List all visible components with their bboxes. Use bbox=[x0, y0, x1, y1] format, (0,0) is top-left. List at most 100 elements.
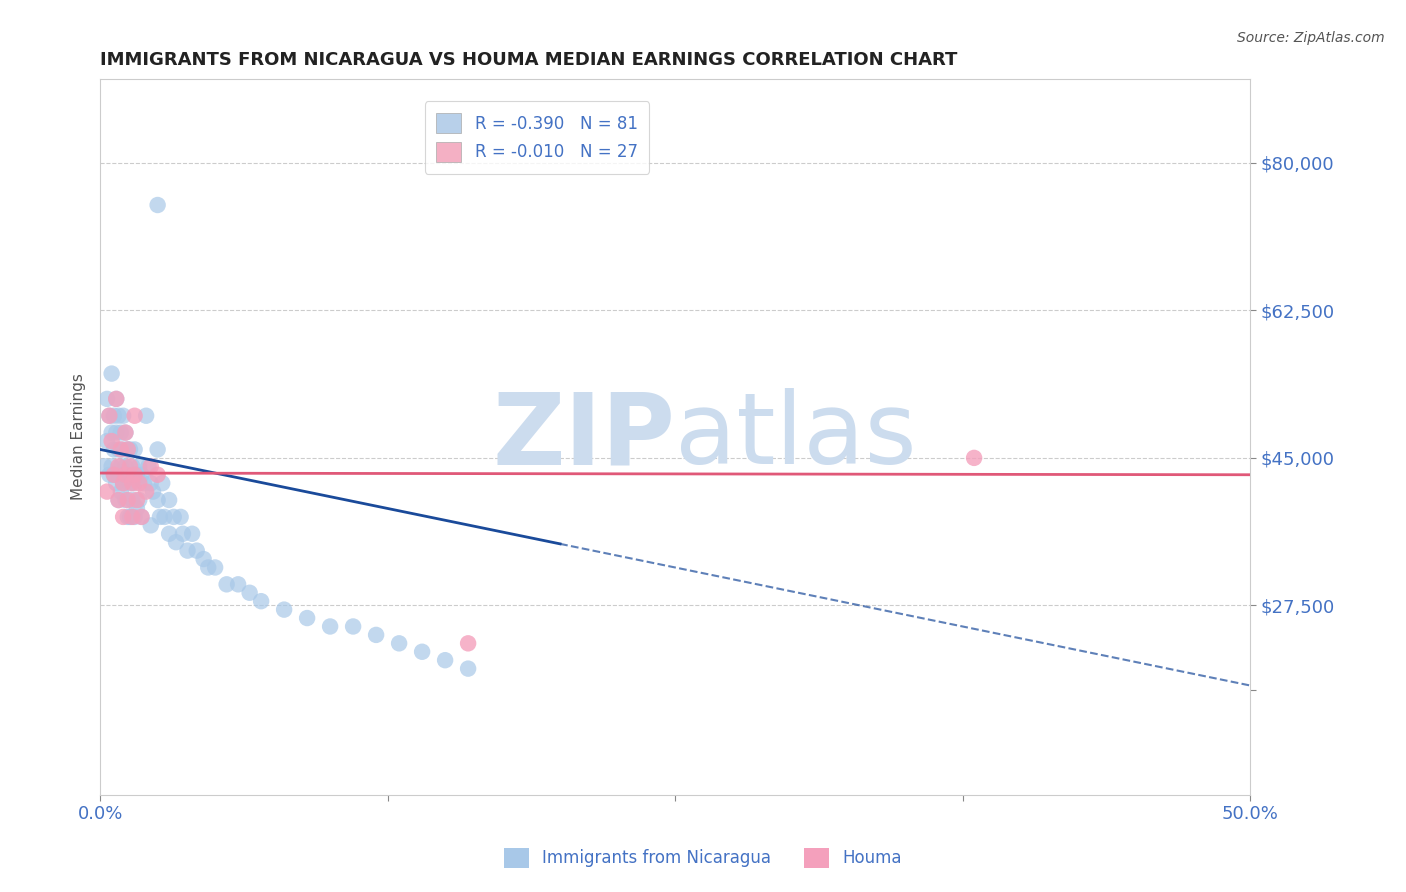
Point bbox=[107, 442, 129, 457]
Point bbox=[146, 467, 169, 482]
Point bbox=[114, 425, 136, 440]
Point bbox=[411, 645, 433, 659]
Point bbox=[110, 442, 132, 457]
Point bbox=[128, 493, 150, 508]
Point bbox=[157, 526, 180, 541]
Point bbox=[124, 467, 146, 482]
Point bbox=[100, 434, 122, 448]
Point bbox=[142, 484, 165, 499]
Y-axis label: Median Earnings: Median Earnings bbox=[72, 374, 86, 500]
Point bbox=[100, 367, 122, 381]
Point bbox=[117, 509, 139, 524]
Point bbox=[107, 467, 129, 482]
Point bbox=[112, 409, 135, 423]
Point bbox=[125, 493, 148, 508]
Point bbox=[124, 476, 146, 491]
Point bbox=[226, 577, 249, 591]
Point bbox=[107, 493, 129, 508]
Point bbox=[110, 484, 132, 499]
Point bbox=[121, 509, 143, 524]
Point bbox=[118, 509, 141, 524]
Point bbox=[96, 434, 118, 448]
Point bbox=[100, 425, 122, 440]
Point bbox=[342, 619, 364, 633]
Point bbox=[110, 459, 132, 474]
Point bbox=[146, 442, 169, 457]
Point bbox=[125, 501, 148, 516]
Text: Source: ZipAtlas.com: Source: ZipAtlas.com bbox=[1237, 31, 1385, 45]
Point bbox=[107, 459, 129, 474]
Point bbox=[117, 493, 139, 508]
Point bbox=[388, 636, 411, 650]
Point bbox=[181, 526, 204, 541]
Point bbox=[250, 594, 273, 608]
Point bbox=[434, 653, 457, 667]
Point bbox=[132, 476, 155, 491]
Point bbox=[93, 459, 115, 474]
Point bbox=[146, 198, 169, 212]
Text: ZIP: ZIP bbox=[492, 388, 675, 485]
Point bbox=[98, 409, 121, 423]
Point bbox=[163, 509, 186, 524]
Text: IMMIGRANTS FROM NICARAGUA VS HOUMA MEDIAN EARNINGS CORRELATION CHART: IMMIGRANTS FROM NICARAGUA VS HOUMA MEDIA… bbox=[100, 51, 957, 69]
Point bbox=[107, 493, 129, 508]
Point bbox=[100, 459, 122, 474]
Point bbox=[114, 493, 136, 508]
Point bbox=[135, 409, 157, 423]
Point bbox=[239, 586, 262, 600]
Point bbox=[150, 476, 173, 491]
Point bbox=[121, 459, 143, 474]
Point bbox=[139, 459, 162, 474]
Legend: R = -0.390   N = 81, R = -0.010   N = 27: R = -0.390 N = 81, R = -0.010 N = 27 bbox=[425, 101, 650, 174]
Point bbox=[366, 628, 388, 642]
Point bbox=[118, 442, 141, 457]
Point bbox=[117, 442, 139, 457]
Point bbox=[124, 509, 146, 524]
Point bbox=[117, 442, 139, 457]
Point bbox=[105, 476, 128, 491]
Point bbox=[204, 560, 226, 574]
Point bbox=[105, 425, 128, 440]
Point bbox=[96, 392, 118, 406]
Point bbox=[121, 493, 143, 508]
Point bbox=[197, 560, 219, 574]
Point bbox=[963, 450, 986, 465]
Point bbox=[457, 636, 479, 650]
Point bbox=[114, 425, 136, 440]
Point bbox=[128, 476, 150, 491]
Point bbox=[215, 577, 238, 591]
Text: atlas: atlas bbox=[675, 388, 917, 485]
Point bbox=[135, 484, 157, 499]
Point bbox=[273, 602, 295, 616]
Point bbox=[98, 467, 121, 482]
Point bbox=[107, 409, 129, 423]
Point bbox=[103, 467, 125, 482]
Point bbox=[96, 484, 118, 499]
Point bbox=[103, 442, 125, 457]
Point bbox=[118, 459, 141, 474]
Point bbox=[295, 611, 318, 625]
Legend: Immigrants from Nicaragua, Houma: Immigrants from Nicaragua, Houma bbox=[498, 841, 908, 875]
Point bbox=[105, 392, 128, 406]
Point bbox=[138, 459, 160, 474]
Point bbox=[131, 509, 153, 524]
Point bbox=[176, 543, 198, 558]
Point bbox=[139, 518, 162, 533]
Point bbox=[112, 509, 135, 524]
Point bbox=[169, 509, 191, 524]
Point bbox=[193, 552, 215, 566]
Point bbox=[112, 442, 135, 457]
Point bbox=[172, 526, 194, 541]
Point bbox=[139, 476, 162, 491]
Point bbox=[105, 392, 128, 406]
Point bbox=[103, 467, 125, 482]
Point bbox=[131, 509, 153, 524]
Point bbox=[131, 467, 153, 482]
Point bbox=[118, 476, 141, 491]
Point bbox=[165, 535, 187, 549]
Point bbox=[114, 467, 136, 482]
Point bbox=[114, 459, 136, 474]
Point bbox=[117, 467, 139, 482]
Point bbox=[98, 409, 121, 423]
Point bbox=[124, 409, 146, 423]
